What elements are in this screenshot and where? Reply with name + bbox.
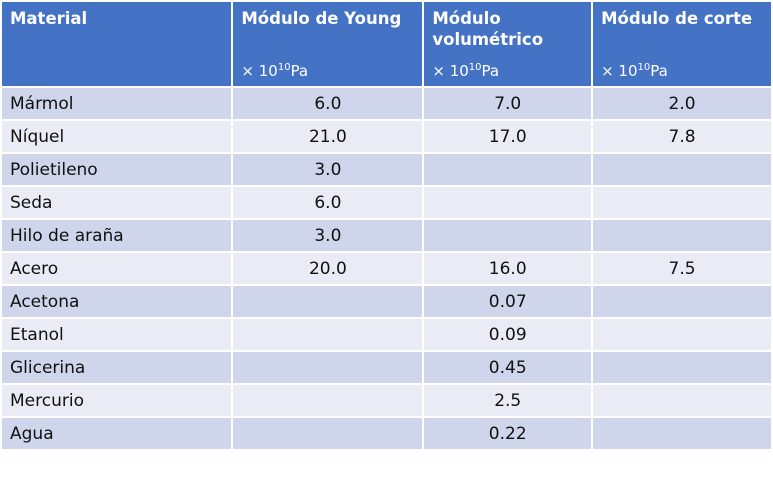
material-cell: Etanol bbox=[2, 319, 232, 350]
young-cell: 21.0 bbox=[233, 121, 423, 152]
material-cell: Mercurio bbox=[2, 385, 232, 416]
table-row: Mercurio 2.5 bbox=[2, 385, 771, 416]
header-bulk-label-line2: volumétrico bbox=[432, 30, 544, 49]
bulk-cell: 17.0 bbox=[424, 121, 592, 152]
shear-cell bbox=[593, 154, 771, 185]
header-row: Material Módulo de Young × 1010Pa Módulo… bbox=[2, 2, 771, 86]
shear-cell: 7.8 bbox=[593, 121, 771, 152]
shear-cell bbox=[593, 187, 771, 218]
material-cell: Seda bbox=[2, 187, 232, 218]
young-cell bbox=[233, 319, 423, 350]
header-young-modulus: Módulo de Young × 1010Pa bbox=[233, 2, 423, 86]
shear-cell: 7.5 bbox=[593, 253, 771, 284]
elastic-moduli-table: Material Módulo de Young × 1010Pa Módulo… bbox=[2, 2, 771, 449]
header-bulk-modulus: Módulo volumétrico × 1010Pa bbox=[424, 2, 592, 86]
shear-cell bbox=[593, 352, 771, 383]
material-cell: Agua bbox=[2, 418, 232, 449]
table-row: Glicerina 0.45 bbox=[2, 352, 771, 383]
young-cell: 3.0 bbox=[233, 220, 423, 251]
bulk-unit: × 1010Pa bbox=[432, 62, 500, 80]
header-material-label: Material bbox=[10, 9, 88, 28]
shear-unit: × 1010Pa bbox=[601, 62, 668, 80]
header-shear-modulus: Módulo de corte × 1010Pa bbox=[593, 2, 771, 86]
table-row: Mármol 6.0 7.0 2.0 bbox=[2, 88, 771, 119]
header-material: Material bbox=[2, 2, 232, 86]
bulk-cell: 2.5 bbox=[424, 385, 592, 416]
table-row: Polietileno 3.0 bbox=[2, 154, 771, 185]
table-row: Acetona 0.07 bbox=[2, 286, 771, 317]
header-shear-label: Módulo de corte bbox=[601, 9, 753, 28]
shear-cell: 2.0 bbox=[593, 88, 771, 119]
bulk-cell: 0.07 bbox=[424, 286, 592, 317]
young-cell: 3.0 bbox=[233, 154, 423, 185]
shear-cell bbox=[593, 220, 771, 251]
bulk-cell bbox=[424, 154, 592, 185]
material-cell: Glicerina bbox=[2, 352, 232, 383]
material-cell: Acero bbox=[2, 253, 232, 284]
material-cell: Mármol bbox=[2, 88, 232, 119]
young-cell: 6.0 bbox=[233, 88, 423, 119]
bulk-cell: 7.0 bbox=[424, 88, 592, 119]
young-cell bbox=[233, 418, 423, 449]
young-cell bbox=[233, 352, 423, 383]
header-bulk-label-line1: Módulo bbox=[432, 9, 501, 28]
table-row: Etanol 0.09 bbox=[2, 319, 771, 350]
material-cell: Hilo de araña bbox=[2, 220, 232, 251]
bulk-cell: 0.09 bbox=[424, 319, 592, 350]
material-cell: Acetona bbox=[2, 286, 232, 317]
material-cell: Níquel bbox=[2, 121, 232, 152]
table-row: Seda 6.0 bbox=[2, 187, 771, 218]
young-cell bbox=[233, 385, 423, 416]
shear-cell bbox=[593, 418, 771, 449]
young-cell bbox=[233, 286, 423, 317]
table-row: Acero 20.0 16.0 7.5 bbox=[2, 253, 771, 284]
material-cell: Polietileno bbox=[2, 154, 232, 185]
bulk-cell: 0.22 bbox=[424, 418, 592, 449]
bulk-cell bbox=[424, 187, 592, 218]
bulk-cell bbox=[424, 220, 592, 251]
young-cell: 6.0 bbox=[233, 187, 423, 218]
young-cell: 20.0 bbox=[233, 253, 423, 284]
shear-cell bbox=[593, 319, 771, 350]
bulk-cell: 16.0 bbox=[424, 253, 592, 284]
table-row: Hilo de araña 3.0 bbox=[2, 220, 771, 251]
shear-cell bbox=[593, 286, 771, 317]
header-young-label: Módulo de Young bbox=[241, 9, 402, 28]
table-row: Níquel 21.0 17.0 7.8 bbox=[2, 121, 771, 152]
bulk-cell: 0.45 bbox=[424, 352, 592, 383]
table-row: Agua 0.22 bbox=[2, 418, 771, 449]
young-unit: × 1010Pa bbox=[241, 62, 309, 80]
shear-cell bbox=[593, 385, 771, 416]
